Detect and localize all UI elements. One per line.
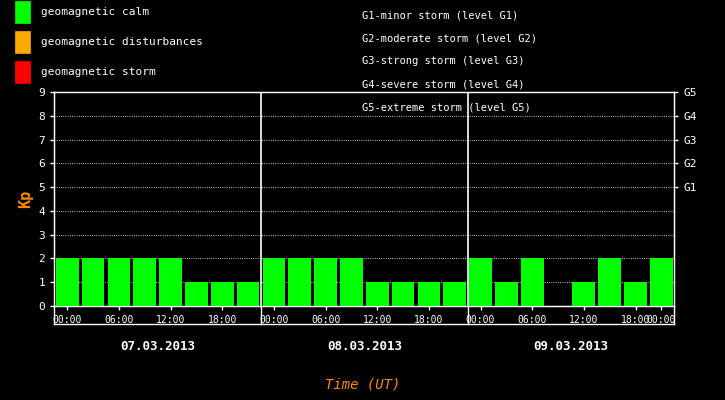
Bar xyxy=(418,282,440,306)
Text: 09.03.2013: 09.03.2013 xyxy=(534,340,608,353)
Bar xyxy=(211,282,233,306)
Text: G1-minor storm (level G1): G1-minor storm (level G1) xyxy=(362,10,519,20)
Text: geomagnetic calm: geomagnetic calm xyxy=(41,7,149,17)
Bar xyxy=(262,258,285,306)
Bar xyxy=(598,258,621,306)
Bar xyxy=(133,258,156,306)
Bar xyxy=(444,282,466,306)
Bar xyxy=(366,282,389,306)
Bar xyxy=(56,258,78,306)
Bar xyxy=(237,282,260,306)
Text: 07.03.2013: 07.03.2013 xyxy=(120,340,195,353)
Bar xyxy=(469,258,492,306)
Bar xyxy=(392,282,415,306)
Bar xyxy=(573,282,595,306)
Text: geomagnetic disturbances: geomagnetic disturbances xyxy=(41,37,203,47)
Bar xyxy=(521,258,544,306)
Bar xyxy=(624,282,647,306)
Text: G2-moderate storm (level G2): G2-moderate storm (level G2) xyxy=(362,33,537,43)
Bar xyxy=(495,282,518,306)
Bar xyxy=(289,258,311,306)
Text: geomagnetic storm: geomagnetic storm xyxy=(41,67,156,77)
Bar xyxy=(185,282,208,306)
Bar xyxy=(160,258,182,306)
Bar xyxy=(340,258,362,306)
Bar xyxy=(650,258,673,306)
Text: G3-strong storm (level G3): G3-strong storm (level G3) xyxy=(362,56,525,66)
Text: 08.03.2013: 08.03.2013 xyxy=(327,340,402,353)
Bar xyxy=(107,258,130,306)
Bar xyxy=(82,258,104,306)
Y-axis label: Kp: Kp xyxy=(18,190,33,208)
Text: G4-severe storm (level G4): G4-severe storm (level G4) xyxy=(362,80,525,90)
Bar xyxy=(314,258,337,306)
Text: Time (UT): Time (UT) xyxy=(325,378,400,392)
Text: G5-extreme storm (level G5): G5-extreme storm (level G5) xyxy=(362,103,531,113)
